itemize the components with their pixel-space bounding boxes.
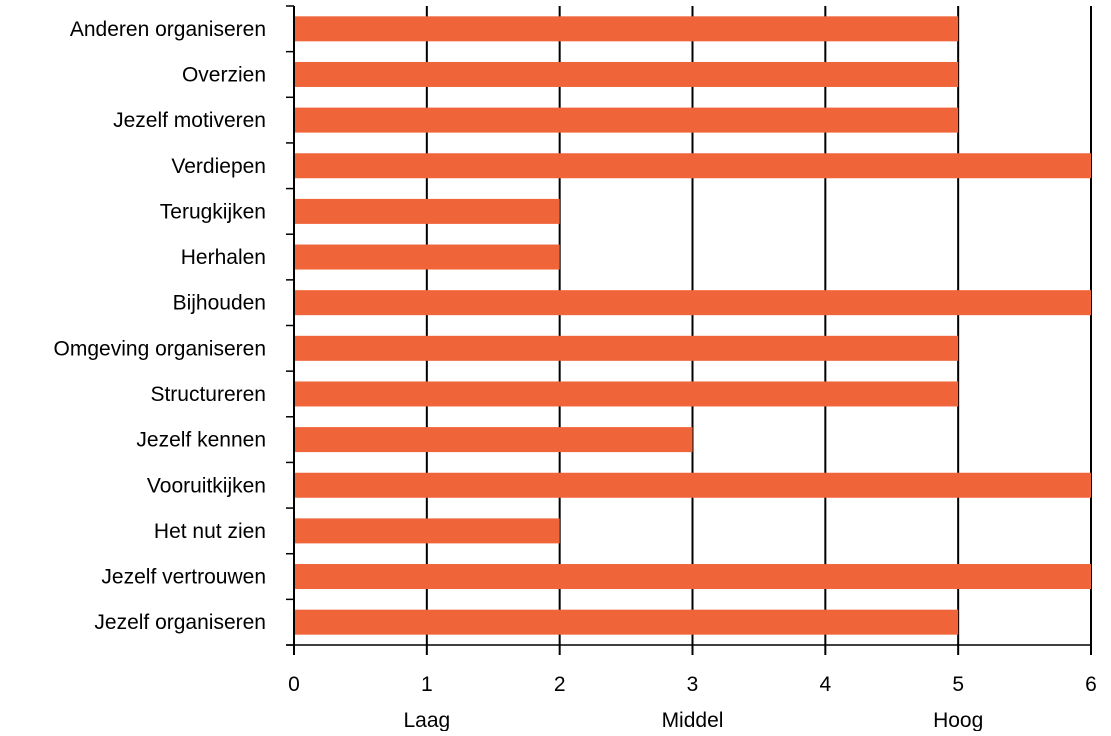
level-label-hoog: Hoog (933, 709, 983, 731)
x-tick-label: 0 (288, 673, 300, 696)
category-label: Jezelf vertrouwen (101, 566, 266, 589)
bar-vooruitkijken (295, 472, 1091, 498)
x-tick-label: 2 (554, 673, 566, 696)
bar-jezelf-organiseren (295, 609, 959, 635)
bar-omgeving-organiseren (295, 335, 959, 361)
level-label-middel: Middel (662, 709, 724, 731)
bar-het-nut-zien (295, 518, 560, 544)
bar-jezelf-motiveren (295, 107, 959, 133)
category-label: Structureren (150, 383, 266, 406)
level-label-laag: Laag (403, 709, 450, 731)
x-tick-label: 1 (421, 673, 433, 696)
bar-anderen-organiseren (295, 16, 959, 42)
bar-structureren (295, 381, 959, 407)
category-label: Bijhouden (173, 292, 266, 315)
bar-verdiepen (295, 153, 1091, 179)
category-label: Herhalen (181, 246, 266, 269)
x-tick-label: 3 (687, 673, 699, 696)
x-tick-label: 6 (1085, 673, 1097, 696)
bar-jezelf-kennen (295, 427, 693, 453)
category-label: Anderen organiseren (70, 18, 266, 41)
category-label: Jezelf motiveren (113, 109, 266, 132)
category-label: Verdiepen (171, 155, 266, 178)
category-label: Vooruitkijken (147, 474, 266, 497)
category-label: Overzien (182, 63, 266, 86)
category-label: Jezelf organiseren (94, 611, 266, 634)
bar-bijhouden (295, 290, 1091, 316)
x-tick-label: 5 (952, 673, 964, 696)
bar-overzien (295, 61, 959, 87)
bar-terugkijken (295, 198, 560, 224)
x-tick-label: 4 (819, 673, 831, 696)
category-label: Jezelf kennen (136, 429, 266, 452)
category-label: Het nut zien (154, 520, 266, 543)
category-label: Terugkijken (160, 200, 266, 223)
category-label: Omgeving organiseren (54, 337, 266, 360)
bar-jezelf-vertrouwen (295, 564, 1091, 590)
bar-herhalen (295, 244, 560, 270)
